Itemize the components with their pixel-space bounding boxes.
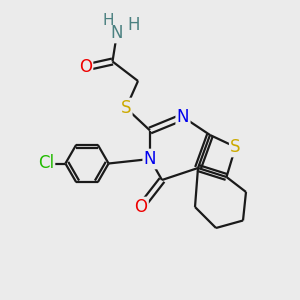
Text: S: S xyxy=(230,138,241,156)
Text: N: N xyxy=(111,24,123,42)
Text: N: N xyxy=(177,108,189,126)
Text: O: O xyxy=(134,198,148,216)
Text: Cl: Cl xyxy=(38,154,54,172)
Text: N: N xyxy=(144,150,156,168)
Text: H: H xyxy=(127,16,140,34)
Text: S: S xyxy=(121,99,131,117)
Text: H: H xyxy=(102,13,114,28)
Text: O: O xyxy=(79,58,92,76)
